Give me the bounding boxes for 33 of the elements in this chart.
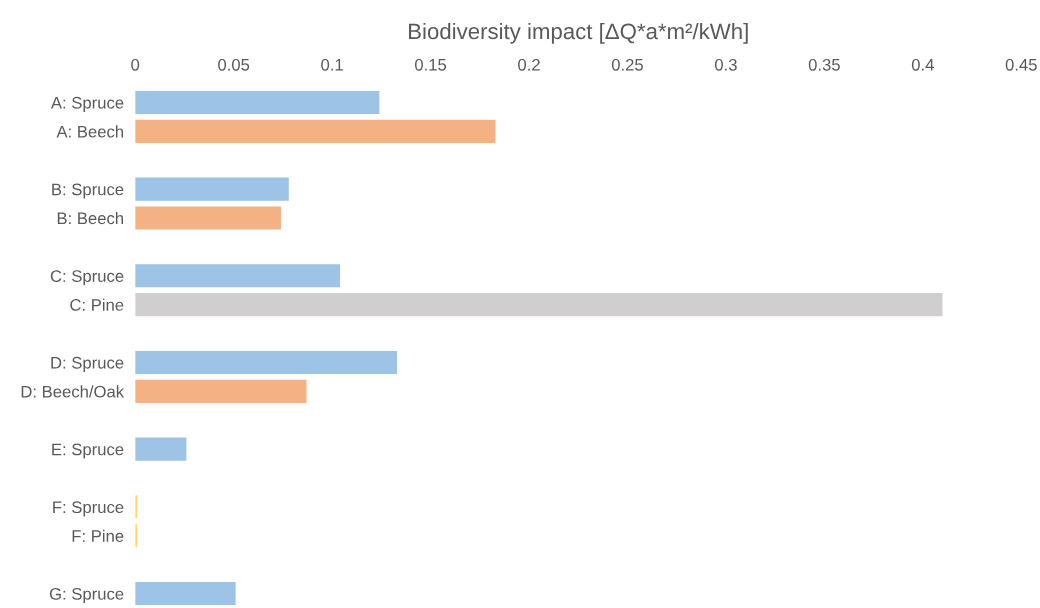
y-tick-label: B: Spruce bbox=[52, 183, 124, 199]
y-tick-label: A: Beech bbox=[56, 125, 124, 138]
y-tick-label: F: Pine bbox=[72, 529, 124, 542]
bar bbox=[135, 293, 943, 317]
bar bbox=[135, 379, 307, 403]
x-tick-label: 0.2 bbox=[518, 58, 540, 71]
x-tick-label: 0.15 bbox=[414, 58, 447, 71]
bar bbox=[135, 582, 236, 606]
x-tick-label: 0.1 bbox=[321, 58, 343, 71]
x-axis-title: Biodiversity impact [ΔQ*a*m²/kWh] bbox=[409, 22, 748, 44]
x-tick-label: 0 bbox=[131, 58, 140, 71]
bar bbox=[135, 90, 380, 115]
bar bbox=[135, 119, 496, 143]
y-tick-label: D: Beech/Oak bbox=[21, 385, 125, 398]
y-tick-label: B: Beech bbox=[57, 211, 124, 225]
bar bbox=[135, 437, 187, 461]
bar bbox=[135, 177, 289, 201]
bar bbox=[135, 350, 398, 374]
x-tick-label: 0.45 bbox=[1005, 58, 1037, 71]
bar bbox=[135, 264, 340, 288]
x-tick-label: 0.4 bbox=[911, 58, 934, 71]
x-tick-label: 0.05 bbox=[218, 58, 250, 71]
y-tick-label: F: Spruce bbox=[53, 501, 124, 517]
x-tick-label: 0.35 bbox=[808, 58, 840, 71]
x-tick-label: 0.25 bbox=[611, 58, 643, 71]
bar bbox=[135, 206, 281, 230]
y-tick-label: D: Spruce bbox=[51, 356, 124, 372]
x-tick-label: 0.3 bbox=[714, 58, 737, 71]
y-tick-label: C: Spruce bbox=[50, 270, 124, 286]
y-tick-label: A: Spruce bbox=[50, 96, 124, 112]
y-tick-label: G: Spruce bbox=[49, 587, 124, 604]
y-tick-label: C: Pine bbox=[70, 298, 124, 311]
y-tick-label: E: Spruce bbox=[52, 443, 124, 459]
